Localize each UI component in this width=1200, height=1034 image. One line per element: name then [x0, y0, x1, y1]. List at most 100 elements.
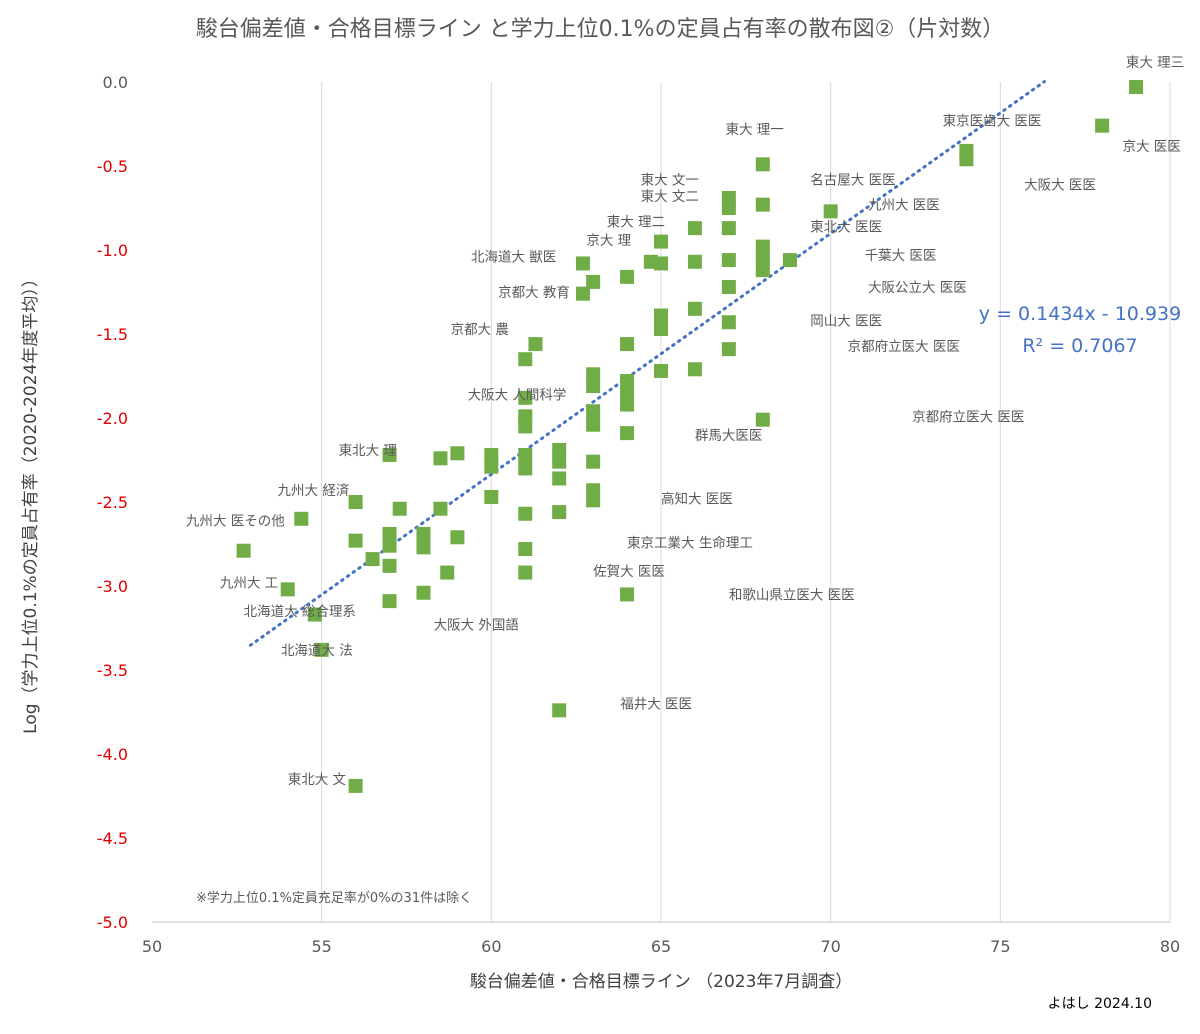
- chart-title: 駿台偏差値・合格目標ライン と学力上位0.1%の定員占有率の散布図②（片対数）: [196, 17, 1005, 42]
- y-tick-label: -2.0: [97, 409, 128, 428]
- data-point: [433, 501, 448, 516]
- x-tick-label: 50: [142, 937, 162, 956]
- data-point: [518, 565, 533, 580]
- data-point: [518, 461, 533, 476]
- point-label: 東北大 文: [288, 772, 347, 788]
- data-point: [687, 362, 702, 377]
- y-axis-title: Log（学力上位0.1%の定員占有率（2020-2024年度平均））: [21, 270, 41, 734]
- data-point: [348, 495, 363, 509]
- data-point: [575, 286, 590, 301]
- y-tick-label: -5.0: [97, 913, 128, 932]
- data-point: [518, 352, 533, 367]
- data-point: [586, 379, 601, 394]
- point-label: 九州大 経済: [278, 483, 350, 499]
- exclusion-note: ※学力上位0.1%定員充足率が0%の31件は除く: [196, 890, 472, 906]
- gridlines: [321, 82, 1171, 922]
- data-point: [620, 587, 635, 602]
- point-label: 東大 理三: [1126, 55, 1184, 71]
- data-point: [348, 778, 363, 793]
- point-label: 京都府立医大 医医: [848, 339, 960, 355]
- point-label: 高知大 医医: [661, 491, 733, 508]
- point-label: 東北大 医医: [810, 219, 882, 235]
- point-label: 大阪大 人間科学: [468, 387, 567, 403]
- data-point: [654, 363, 668, 378]
- point-label: 九州大 医医: [868, 198, 940, 214]
- point-label: 京都府立医大 医医: [912, 409, 1024, 425]
- point-label: 東大 理一: [725, 122, 783, 138]
- point-label: 北海道大 獣医: [471, 250, 556, 266]
- data-point: [307, 607, 322, 622]
- data-point: [518, 542, 533, 557]
- point-label: 北海道大 総合理系: [244, 604, 356, 620]
- y-tick-label: -3.5: [97, 661, 128, 680]
- trendline-equation: y = 0.1434x - 10.939: [979, 303, 1181, 325]
- data-point: [575, 256, 590, 271]
- y-tick-label: -4.5: [97, 829, 128, 848]
- data-point: [721, 221, 736, 236]
- data-point: [348, 533, 363, 548]
- data-point: [382, 538, 397, 553]
- y-tick-label: -1.5: [97, 325, 128, 344]
- data-point: [518, 447, 533, 462]
- point-label: 九州大 工: [220, 576, 278, 592]
- point-label: 名古屋大 医医: [810, 172, 895, 188]
- y-tick-label: 0.0: [103, 73, 128, 92]
- x-tick-label: 80: [1160, 937, 1180, 956]
- data-point: [823, 204, 838, 219]
- point-label: 京大 医医: [1122, 139, 1180, 155]
- data-point: [721, 342, 736, 357]
- data-point: [721, 279, 736, 294]
- data-point: [755, 157, 770, 172]
- x-tick-label: 55: [311, 937, 331, 956]
- data-point: [643, 254, 658, 269]
- data-point: [620, 269, 635, 284]
- y-tick-label: -3.0: [97, 577, 128, 596]
- data-point: [450, 530, 465, 545]
- data-point: [382, 594, 397, 609]
- x-tick-label: 70: [820, 937, 840, 956]
- data-point: [382, 447, 397, 462]
- trendline-r2: R² = 0.7067: [1022, 335, 1137, 357]
- data-point: [484, 447, 499, 462]
- data-point: [365, 552, 380, 567]
- data-point: [782, 253, 797, 268]
- data-point: [450, 446, 465, 461]
- data-point: [484, 489, 499, 504]
- data-point: [654, 321, 668, 336]
- data-point: [382, 558, 397, 573]
- y-tick-label: -4.0: [97, 745, 128, 764]
- data-point: [721, 253, 736, 268]
- data-point: [518, 506, 533, 521]
- data-point: [721, 315, 736, 330]
- data-point: [416, 540, 431, 555]
- data-point: [294, 511, 309, 526]
- x-axis-title: 駿台偏差値・合格目標ライン （2023年7月調査）: [470, 972, 852, 992]
- point-label: 佐賀大 医医: [593, 564, 665, 580]
- data-point: [440, 565, 455, 580]
- data-point: [416, 585, 431, 600]
- data-point: [518, 390, 533, 405]
- point-label: 九州大 医その他: [186, 513, 285, 529]
- data-point: [586, 367, 601, 382]
- data-point: [280, 582, 295, 597]
- point-label: 京都大 教育: [498, 285, 570, 301]
- y-axis-ticks: 0.0 -0.5 -1.0 -1.5 -2.0 -2.5 -3.0 -3.5 -4.0 -4.5 -…: [97, 73, 128, 932]
- point-label: 東北大 理: [339, 443, 398, 459]
- data-point: [755, 263, 770, 278]
- point-label: 東大 文二: [641, 189, 699, 205]
- data-point: [552, 505, 567, 520]
- data-point: [552, 442, 567, 457]
- data-point: [552, 454, 567, 469]
- y-tick-label: -2.5: [97, 493, 128, 512]
- data-point: [654, 234, 668, 249]
- point-label: 東大 文一: [641, 172, 699, 188]
- data-point: [620, 426, 635, 441]
- data-point: [687, 254, 702, 269]
- data-points: [236, 80, 1144, 793]
- data-point: [586, 417, 601, 432]
- data-point: [528, 337, 543, 352]
- data-point: [236, 543, 251, 558]
- point-label: 東京医歯大 医医: [943, 114, 1042, 130]
- y-tick-label: -0.5: [97, 157, 128, 176]
